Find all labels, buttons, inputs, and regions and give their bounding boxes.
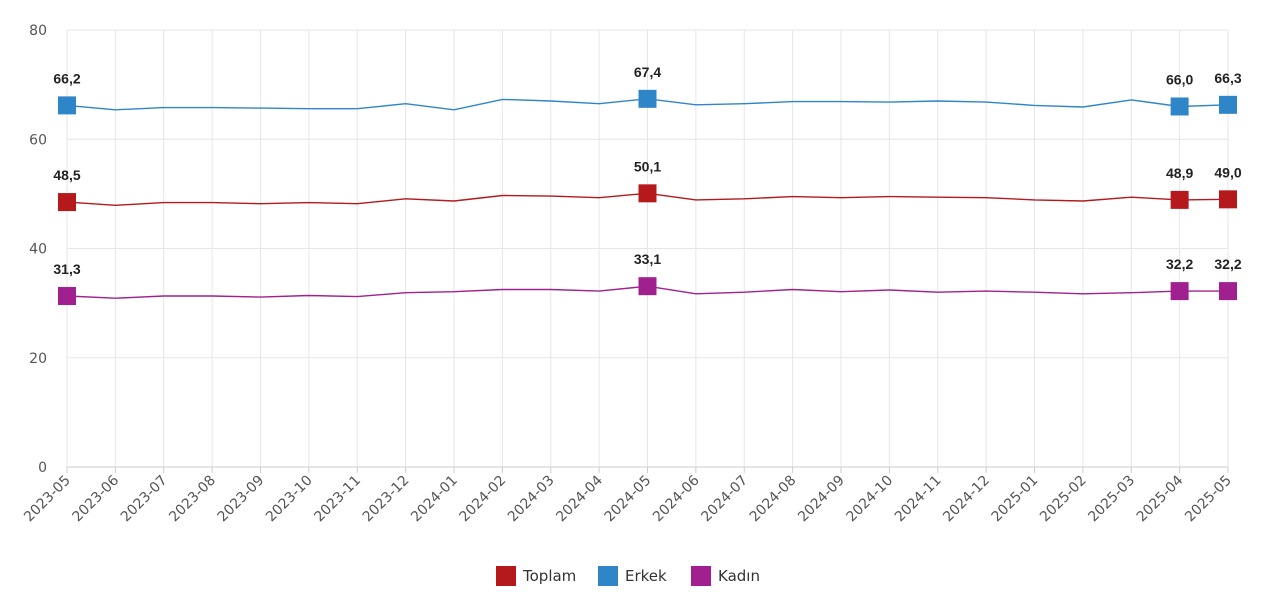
data-label-kad-n: 33,1 xyxy=(634,251,661,267)
data-point-marker-erkek[interactable] xyxy=(1170,97,1189,116)
x-tick-label: 2024-04 xyxy=(553,472,606,525)
data-label-toplam: 48,5 xyxy=(53,167,80,183)
y-tick-label: 0 xyxy=(38,460,47,476)
x-tick-label: 2024-08 xyxy=(747,473,800,526)
x-tick-label: 2025-01 xyxy=(989,473,1042,526)
data-point-marker-toplam[interactable] xyxy=(638,184,657,203)
x-tick-label: 2024-09 xyxy=(795,473,848,526)
x-tick-label: 2024-05 xyxy=(602,473,655,526)
y-tick-label: 60 xyxy=(29,132,47,148)
y-tick-label: 40 xyxy=(29,242,47,258)
data-label-erkek: 66,2 xyxy=(53,70,80,86)
x-tick-label: 2023-07 xyxy=(118,473,171,526)
axes: 0204060802023-052023-062023-072023-08202… xyxy=(21,23,1235,525)
data-point-marker-erkek[interactable] xyxy=(1219,95,1237,114)
data-point-marker-kad-n[interactable] xyxy=(638,277,657,296)
x-tick-label: 2024-03 xyxy=(505,473,558,526)
x-tick-label: 2024-01 xyxy=(408,473,461,526)
data-point-marker-toplam[interactable] xyxy=(1219,190,1237,209)
x-tick-label: 2023-08 xyxy=(166,473,219,526)
data-labels: 48,5 50,1 48,9 49,0 66,2 67,4 66,0 66,3 31,3 33,1… xyxy=(53,64,1241,277)
x-tick-label: 2023-09 xyxy=(215,473,268,526)
legend-item-erkek[interactable]: Erkek xyxy=(598,566,667,586)
legend-item-toplam[interactable]: Toplam xyxy=(496,566,576,586)
x-tick-label: 2024-02 xyxy=(457,473,510,526)
x-tick-label: 2024-07 xyxy=(698,473,751,526)
series xyxy=(58,89,1237,306)
data-label-erkek: 66,3 xyxy=(1214,70,1241,86)
data-point-marker-erkek[interactable] xyxy=(638,89,657,108)
data-label-toplam: 49,0 xyxy=(1214,164,1241,180)
legend-swatch xyxy=(496,566,516,586)
data-point-marker-kad-n[interactable] xyxy=(1170,282,1189,301)
x-tick-label: 2025-05 xyxy=(1182,473,1235,526)
legend-label: Kadın xyxy=(718,567,760,585)
data-label-erkek: 67,4 xyxy=(634,64,661,80)
y-tick-label: 20 xyxy=(29,351,47,367)
data-point-marker-toplam[interactable] xyxy=(58,193,76,212)
x-tick-label: 2024-11 xyxy=(892,473,945,526)
data-label-erkek: 66,0 xyxy=(1166,71,1193,87)
x-tick-label: 2025-03 xyxy=(1085,473,1138,526)
legend-label: Erkek xyxy=(625,567,667,585)
x-tick-label: 2025-02 xyxy=(1037,473,1090,526)
legend-swatch xyxy=(598,566,618,586)
data-point-marker-erkek[interactable] xyxy=(58,96,76,115)
x-tick-label: 2023-05 xyxy=(21,473,74,526)
data-label-kad-n: 32,2 xyxy=(1166,256,1193,272)
x-tick-label: 2024-12 xyxy=(940,473,993,526)
legend-item-kad-n[interactable]: Kadın xyxy=(691,566,760,586)
legend-swatch xyxy=(691,566,711,586)
legend-label: Toplam xyxy=(522,567,576,585)
data-point-marker-kad-n[interactable] xyxy=(1219,282,1237,301)
data-point-marker-kad-n[interactable] xyxy=(58,287,76,306)
legend[interactable]: Toplam Erkek Kadın xyxy=(496,566,760,586)
data-label-toplam: 48,9 xyxy=(1166,165,1193,181)
data-label-kad-n: 32,2 xyxy=(1214,256,1241,272)
x-tick-label: 2023-06 xyxy=(70,472,123,525)
x-tick-label: 2023-12 xyxy=(360,473,413,526)
x-tick-label: 2024-06 xyxy=(650,472,703,525)
data-label-kad-n: 31,3 xyxy=(53,261,80,277)
data-label-toplam: 50,1 xyxy=(634,158,661,174)
y-tick-label: 80 xyxy=(29,23,47,39)
x-tick-label: 2025-04 xyxy=(1134,472,1187,525)
x-tick-label: 2023-11 xyxy=(311,473,364,526)
x-tick-label: 2024-10 xyxy=(844,473,897,526)
data-point-marker-toplam[interactable] xyxy=(1170,190,1189,209)
x-tick-label: 2023-10 xyxy=(263,473,316,526)
